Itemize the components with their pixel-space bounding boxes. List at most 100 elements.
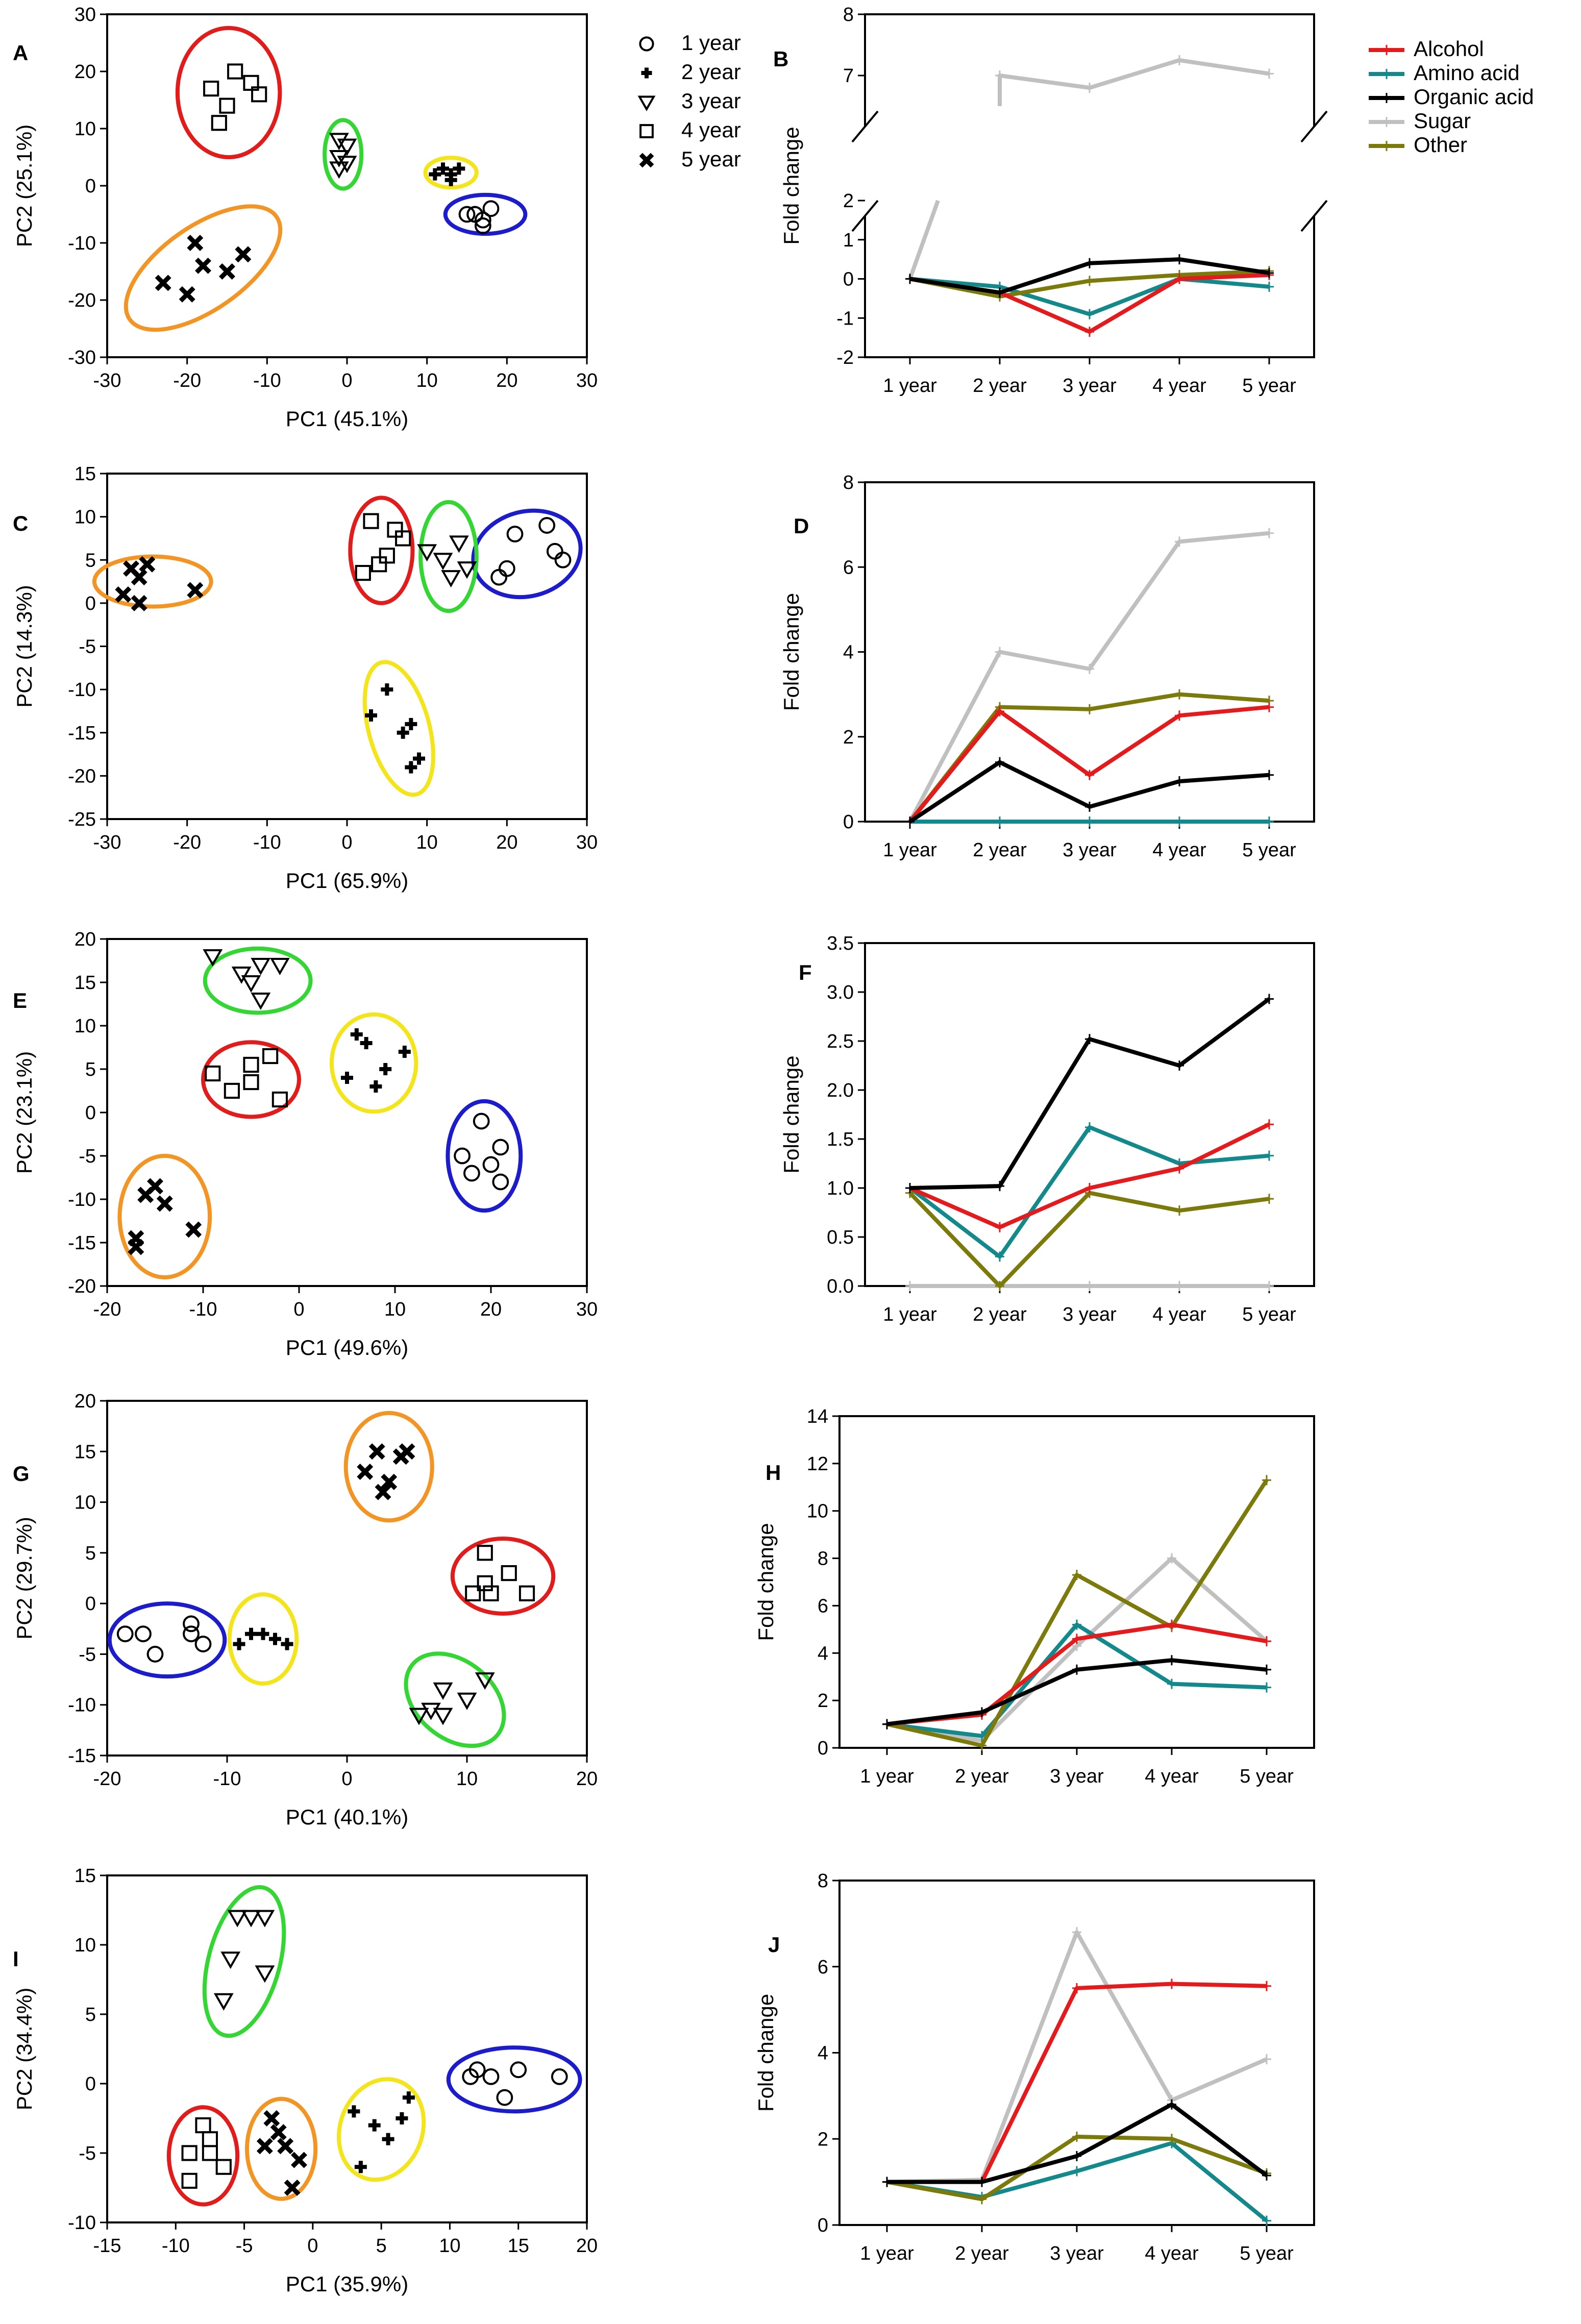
data-point [241,1910,261,1927]
data-point [243,1056,259,1073]
group-ellipse [166,2105,240,2207]
group-ellipse [175,26,282,159]
y-tick-label: 3.0 [827,982,854,1003]
y-tick-label: -20 [68,290,96,311]
y-axis-label: PC2 (23.1%) [12,1051,36,1174]
data-point [281,1638,293,1650]
y-axis-label: Fold change [754,1994,778,2112]
x-tick-label: 3 year [1050,1766,1104,1787]
data-point [465,1585,481,1601]
series-point-sugar [1175,55,1184,65]
x-tick-label: 0 [293,1299,304,1320]
x-tick-label: 1 year [860,1766,914,1787]
data-point [131,595,147,611]
x-tick-label: -20 [93,1768,121,1790]
group-ellipse [404,1651,506,1748]
data-point [458,206,476,223]
data-point [554,551,572,568]
series-point-organic-acid [905,817,915,827]
x-tick-label: 3 year [1050,2243,1104,2264]
data-point [365,709,377,722]
y-tick-label: 0 [85,1102,96,1124]
data-point [518,1585,535,1601]
data-point [492,1139,509,1156]
y-tick-label: 2 [843,190,854,212]
y-tick-label: 20 [75,929,96,950]
data-point [251,993,271,1010]
legend-marker-cross [639,153,654,168]
data-point [538,517,556,534]
x-tick-label: 10 [416,370,438,391]
series-point-other [1175,689,1184,700]
y-axis-label: PC2 (25.1%) [12,125,36,247]
group-ellipse [117,1154,212,1279]
data-point [482,2068,500,2085]
panel-letter: J [768,1933,780,1957]
data-point [473,1112,490,1130]
series-point-alcohol [1175,274,1184,284]
series-point-alcohol [1265,1119,1274,1130]
pca-panel-G: -20 -10 0 10 20 -15 -10 -5 0 5 10 15 20 PC1 (40.1%) PC… [12,1391,598,1829]
legend-label: 5 year [681,147,741,171]
series-point-organic-acid [1072,2151,1081,2161]
data-point [195,257,211,274]
pca-panel-E: -20 -10 0 10 20 30 -20 -15 -10 -5 0 5 10 15 20 PC1 (49.… [12,929,598,1359]
data-point [449,535,469,553]
group-ellipse [107,1601,227,1679]
data-point [375,1484,391,1500]
data-point [360,1037,373,1049]
data-point [135,1625,152,1643]
data-point [235,246,252,263]
x-tick-label: 30 [576,832,598,853]
series-point-sugar [1265,528,1274,538]
x-tick-label: 10 [384,1299,406,1320]
data-point [506,526,524,542]
y-tick-label: -15 [68,723,96,744]
series-point-organic-acid [995,287,1004,298]
series-point-amino-acid [1085,1122,1094,1132]
series-point-amino-acid [1265,1150,1274,1161]
x-tick-label: 5 [376,2235,387,2257]
data-point [128,1239,144,1255]
y-tick-label: -10 [68,2212,96,2234]
series-point-organic-acid [1167,2099,1176,2110]
y-tick-label: 15 [75,463,96,485]
group-ellipse [123,204,283,332]
y-tick-label: -25 [68,809,96,830]
series-point-alcohol [1175,710,1184,721]
data-point [231,967,252,984]
series-point-alcohol [1072,1634,1081,1644]
data-point [381,683,393,696]
series-point-organic-acid [1085,1034,1094,1045]
data-point [187,235,204,251]
x-tick-label: 20 [496,370,517,391]
panel-letter: D [794,514,809,538]
data-point [215,2159,232,2175]
panel-letter: B [773,47,788,71]
y-tick-label: 4 [818,1643,828,1664]
data-point [387,522,403,538]
series-point-amino-acid [1262,2215,1271,2226]
series-point-organic-acid [905,274,915,284]
series-point-alcohol [1175,1163,1184,1174]
series-point-sugar [1085,663,1094,674]
legend-label: 2 year [681,60,741,84]
series-point-other [1167,2134,1176,2144]
series-point-sugar [1265,68,1274,79]
x-tick-label: 5 year [1240,2243,1294,2264]
fold-panel-B: -2 -1 0 1 2 7 8 1 year 2 year 3 year 4 year 5 year F… [773,4,1328,397]
series-point-sugar [1175,536,1184,547]
data-point [474,217,491,234]
data-point [379,1063,392,1075]
y-tick-label: 15 [75,1865,96,1887]
data-point [139,556,156,573]
data-point [363,513,379,529]
data-point [457,561,477,579]
data-point [429,168,441,181]
data-point [413,752,425,765]
data-point [381,1473,398,1490]
data-point [155,275,171,291]
data-point [501,1565,517,1581]
data-point [551,2068,568,2085]
